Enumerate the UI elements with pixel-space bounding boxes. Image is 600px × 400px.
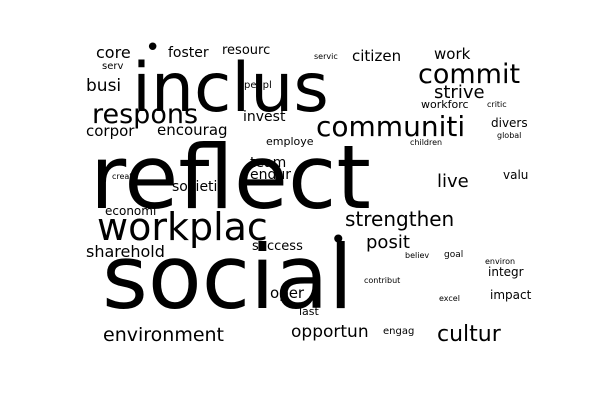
word-societi: societi xyxy=(172,179,218,195)
word-impact: impact xyxy=(490,288,532,302)
word-corpor: corpor xyxy=(86,122,135,140)
word-endur: endur xyxy=(250,167,292,183)
word-sharehold: sharehold xyxy=(86,242,165,261)
word-strive: strive xyxy=(434,82,485,103)
word-believ: believ xyxy=(405,251,430,260)
dot-middle: • xyxy=(330,223,347,256)
word-last: last xyxy=(299,305,319,318)
word-success: success xyxy=(252,239,303,254)
word-integr: integr xyxy=(488,265,524,279)
word-social: social xyxy=(102,226,353,329)
word-engag: engag xyxy=(383,326,415,337)
word-employe: employe xyxy=(266,135,314,148)
word-workforc: workforc xyxy=(421,98,469,111)
word-global: global xyxy=(497,131,522,140)
word-opportun: opportun xyxy=(291,322,369,342)
word-encourag: encourag xyxy=(157,121,228,139)
word-invest: invest xyxy=(243,109,286,125)
word-environ: environ xyxy=(485,257,516,266)
word-resourc: resourc xyxy=(222,43,271,58)
word-strengthen: strengthen xyxy=(345,207,455,231)
word-creat: creat xyxy=(112,172,133,181)
word-foster: foster xyxy=(168,45,209,61)
word-contribut: contribut xyxy=(364,276,401,285)
word-busi: busi xyxy=(86,76,122,96)
word-work: work xyxy=(434,45,471,63)
word-peopl: peopl xyxy=(244,80,272,91)
word-communiti: communiti xyxy=(316,110,466,143)
word-serv: serv xyxy=(102,61,124,72)
word-reflect: reflect xyxy=(90,126,371,229)
word-cultur: cultur xyxy=(437,322,501,347)
word-children: children xyxy=(410,138,443,147)
word-servic: servic xyxy=(314,52,338,61)
word-posit: posit xyxy=(366,232,410,253)
word-divers: divers xyxy=(491,116,528,130)
word-core: core xyxy=(96,43,131,62)
word-respons: respons xyxy=(92,99,199,130)
word-live: live xyxy=(437,171,469,192)
word-oper: oper xyxy=(270,284,305,302)
word-goal: goal xyxy=(444,250,464,260)
word-citizen: citizen xyxy=(352,47,402,65)
word-valu: valu xyxy=(503,168,529,182)
word-team: team xyxy=(250,155,287,171)
dot-top: • xyxy=(145,33,161,63)
word-critic: critic xyxy=(487,100,507,109)
word-inclus: inclus xyxy=(132,49,329,128)
word-environment: environment xyxy=(103,324,225,346)
word-commit: commit xyxy=(418,59,521,90)
word-excel: excel xyxy=(439,294,460,303)
word-economi: economi xyxy=(105,204,157,218)
word-workplac: workplac xyxy=(97,205,268,249)
